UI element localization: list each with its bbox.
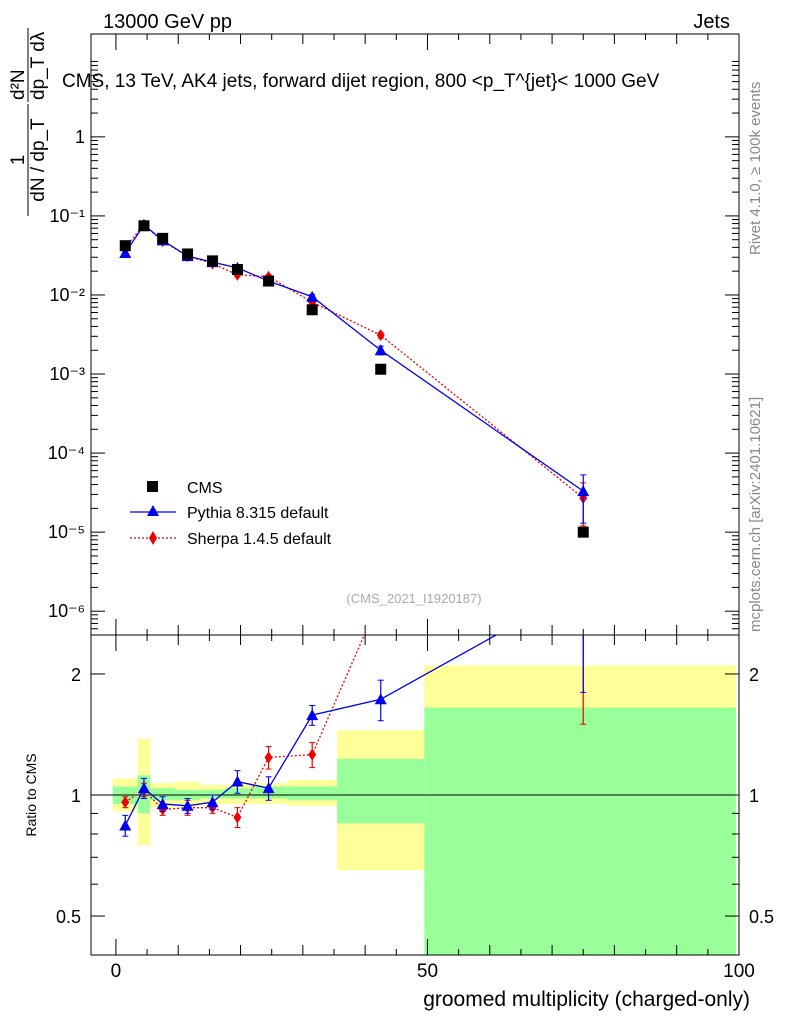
main-cms-point bbox=[119, 240, 131, 252]
y-tick-label: 10⁻³ bbox=[49, 364, 85, 384]
ratio-pythia-point bbox=[137, 782, 150, 794]
legend-label-cms: CMS bbox=[187, 480, 223, 497]
ratio-sherpa-point bbox=[121, 796, 130, 809]
ratio-sherpa-point bbox=[264, 751, 273, 764]
ratio-y-tick-label-right: 2 bbox=[749, 665, 759, 685]
main-pythia bbox=[119, 218, 590, 524]
y-tick-label: 10⁻² bbox=[49, 285, 85, 305]
ratio-pythia-point bbox=[306, 709, 319, 721]
ratio-pythia-point bbox=[206, 796, 219, 808]
x-axis-label: groomed multiplicity (charged-only) bbox=[423, 988, 750, 1011]
main-sherpa-line bbox=[124, 223, 584, 499]
ratio-pythia-point bbox=[577, 581, 589, 592]
main-cms-point bbox=[577, 526, 589, 538]
ratio-sherpa-point bbox=[579, 616, 587, 628]
main-cms-point bbox=[263, 275, 275, 287]
ratio-pythia-point bbox=[262, 782, 275, 794]
main-pythia-point bbox=[374, 344, 387, 356]
band-inner bbox=[287, 786, 338, 801]
band-inner bbox=[150, 788, 176, 801]
legend-marker-sherpa bbox=[149, 531, 157, 545]
main-cms-point bbox=[306, 304, 318, 316]
chart-title: CMS, 13 TeV, AK4 jets, forward dijet reg… bbox=[62, 71, 660, 92]
ratio-pythia-point bbox=[231, 775, 244, 787]
y-label-rhs-top: d²N bbox=[8, 69, 29, 100]
y-tick-label: 1 bbox=[75, 127, 85, 147]
mcplots-label: mcplots.cern.ch [arXiv:2401.10621] bbox=[747, 397, 764, 632]
main-cms-point bbox=[157, 232, 169, 244]
ratio-pythia-point bbox=[119, 819, 132, 831]
x-tick-label: 0 bbox=[111, 961, 122, 982]
ratio-sherpa-point bbox=[308, 748, 317, 761]
legend-marker-pythia bbox=[147, 505, 159, 516]
analysis-watermark: (CMS_2021_I1920187) bbox=[346, 591, 481, 606]
rivet-version-label: Rivet 4.1.0, ≥ 100k events bbox=[747, 82, 764, 255]
x-tick-label: 50 bbox=[417, 961, 438, 982]
x-tick-label: 100 bbox=[723, 961, 755, 982]
ratio-pythia bbox=[119, 581, 589, 837]
ratio-pythia-point bbox=[181, 799, 194, 811]
ratio-uncertainty-bands bbox=[91, 665, 739, 955]
ratio-y-tick-label: 0.5 bbox=[56, 907, 81, 927]
ratio-pythia-point bbox=[374, 693, 387, 705]
main-cms-point bbox=[207, 255, 218, 267]
legend-label-sherpa: Sherpa 1.4.5 default bbox=[187, 531, 332, 548]
band-inner bbox=[424, 707, 736, 955]
y-axis-label-ratio: Ratio to CMS bbox=[23, 753, 39, 836]
y-tick-label: 10⁻¹ bbox=[49, 206, 85, 226]
main-cms bbox=[119, 220, 589, 538]
ratio-y-tick-label: 1 bbox=[71, 786, 81, 806]
y-label-rhs-bottom: dp_T dλ bbox=[28, 31, 49, 100]
band-inner bbox=[337, 758, 425, 824]
header-left: 13000 GeV pp bbox=[103, 11, 232, 33]
ratio-y-tick-label-right: 1 bbox=[749, 786, 759, 806]
y-tick-label: 10⁻⁴ bbox=[48, 443, 85, 463]
band-inner bbox=[200, 789, 225, 799]
y-label-group: 1 dN / dp_T d²N dp_T dλ bbox=[8, 28, 49, 216]
y-axis-label-main: 1 dN / dp_T d²N dp_T dλ bbox=[8, 28, 49, 216]
main-pythia-point bbox=[306, 290, 319, 302]
main-pythia-point bbox=[119, 246, 132, 258]
main-sherpa-point bbox=[376, 329, 385, 342]
main-cms-point bbox=[375, 363, 387, 375]
ratio-pythia-point bbox=[156, 797, 169, 809]
ratio-sherpa-point bbox=[233, 811, 242, 824]
axes-ticks: 1 10⁻¹ 10⁻² 10⁻³ 10⁻⁴ 10⁻⁵ 10⁻⁶ 0.5 0.5 1 1 2 2 0 50 10… bbox=[48, 34, 774, 982]
y-label-numerator: 1 bbox=[8, 155, 29, 166]
legend: CMS Pythia 8.315 default Sherpa 1.4.5 de… bbox=[130, 480, 332, 548]
main-cms-point bbox=[182, 248, 194, 260]
main-cms-point bbox=[231, 263, 243, 275]
ratio-y-tick-label-right: 0.5 bbox=[749, 907, 774, 927]
main-pythia-point bbox=[577, 485, 590, 497]
header-right: Jets bbox=[693, 11, 730, 33]
ratio-sherpa-line bbox=[124, 635, 366, 819]
data-series bbox=[119, 218, 590, 837]
legend-marker-cms bbox=[147, 481, 158, 492]
ratio-y-tick-label: 2 bbox=[71, 665, 81, 685]
legend-label-pythia: Pythia 8.315 default bbox=[187, 505, 329, 522]
main-cms-point bbox=[138, 220, 150, 232]
y-label-denominator: dN / dp_T bbox=[28, 118, 49, 202]
y-tick-label: 10⁻⁶ bbox=[48, 601, 85, 621]
main-pythia-line bbox=[124, 223, 584, 492]
y-tick-label: 10⁻⁵ bbox=[48, 522, 85, 542]
ratio-pythia-line bbox=[124, 635, 498, 826]
